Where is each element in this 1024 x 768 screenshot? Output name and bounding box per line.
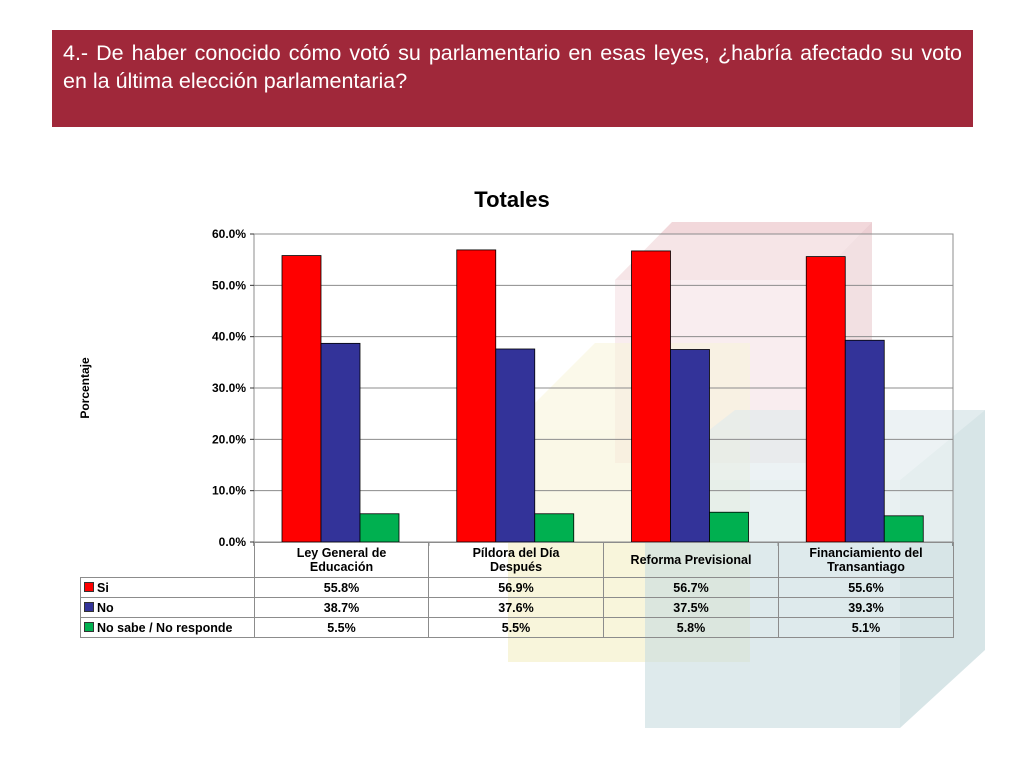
table-cell: 37.6% [428, 597, 604, 618]
category-line: Reforma Previsional [630, 553, 752, 567]
bar-no-sabe-no-responde [883, 515, 924, 543]
table-row: No sabe / No responde 5.5% 5.5% 5.8% 5.1… [80, 617, 954, 638]
question-banner: 4.- De haber conocido cómo votó su parla… [52, 30, 973, 127]
legend-label: Si [97, 580, 109, 595]
y-tick-label: 0.0% [219, 535, 247, 549]
legend-entry-no: No [80, 597, 255, 618]
category-header: Píldora del Día Después [428, 542, 604, 578]
category-header: Financiamiento del Transantiago [778, 542, 954, 578]
legend-label: No sabe / No responde [97, 620, 233, 635]
category-line: Educación [309, 560, 374, 574]
table-row: Si 55.8% 56.9% 56.7% 55.6% [80, 577, 954, 598]
y-tick-label: 40.0% [212, 330, 246, 344]
category-line: Financiamiento del [809, 546, 923, 560]
bar-no [320, 342, 361, 543]
bar-chart: 0.0% 10.0% 20.0% 30.0% 40.0% 50.0% 60.0% [212, 227, 954, 549]
category-line: Después [489, 560, 543, 574]
bar-si [456, 249, 497, 543]
category-header-row: Ley General de Educación Píldora del Día… [81, 542, 954, 578]
bar-no-sabe-no-responde [359, 513, 400, 543]
table-cell: 55.6% [778, 577, 954, 598]
legend-swatch-si [84, 582, 94, 593]
legend-swatch-no-sabe [84, 622, 94, 633]
bar-si [631, 250, 671, 543]
table-cell: 56.9% [428, 577, 604, 598]
table-cell: 5.1% [778, 617, 954, 638]
table-row: No 38.7% 37.6% 37.5% 39.3% [80, 597, 954, 618]
bar-si [281, 255, 322, 543]
table-cell: 5.8% [603, 617, 779, 638]
table-cell: 55.8% [254, 577, 429, 598]
category-line: Píldora del Día [472, 546, 560, 560]
legend-label: No [97, 600, 114, 615]
y-tick-label: 30.0% [212, 381, 246, 395]
y-tick-label: 10.0% [212, 484, 246, 498]
table-cell: 38.7% [254, 597, 429, 618]
question-text: 4.- De haber conocido cómo votó su parla… [63, 41, 962, 93]
category-header: Reforma Previsional [603, 542, 779, 578]
bar-no [495, 348, 536, 543]
y-tick-label: 60.0% [212, 227, 246, 241]
table-cell: 39.3% [778, 597, 954, 618]
category-line: Transantiago [827, 560, 905, 574]
bar-no-sabe-no-responde [534, 513, 575, 543]
chart-title: Totales [474, 187, 550, 212]
bar-no [670, 349, 710, 543]
data-table: Ley General de Educación Píldora del Día… [80, 542, 954, 638]
category-line: Ley General de [296, 546, 387, 560]
table-corner [81, 543, 255, 578]
legend-entry-si: Si [80, 577, 255, 598]
bar-si [805, 256, 846, 543]
legend-entry-no-sabe: No sabe / No responde [80, 617, 255, 638]
table-cell: 37.5% [603, 597, 779, 618]
legend-swatch-no [84, 602, 94, 613]
table-cell: 5.5% [254, 617, 429, 638]
y-tick-label: 50.0% [212, 278, 246, 292]
category-header: Ley General de Educación [254, 542, 429, 578]
table-cell: 5.5% [428, 617, 604, 638]
table-cell: 56.7% [603, 577, 779, 598]
bar-no [844, 339, 885, 543]
y-tick-label: 20.0% [212, 432, 246, 446]
bar-no-sabe-no-responde [709, 511, 749, 543]
